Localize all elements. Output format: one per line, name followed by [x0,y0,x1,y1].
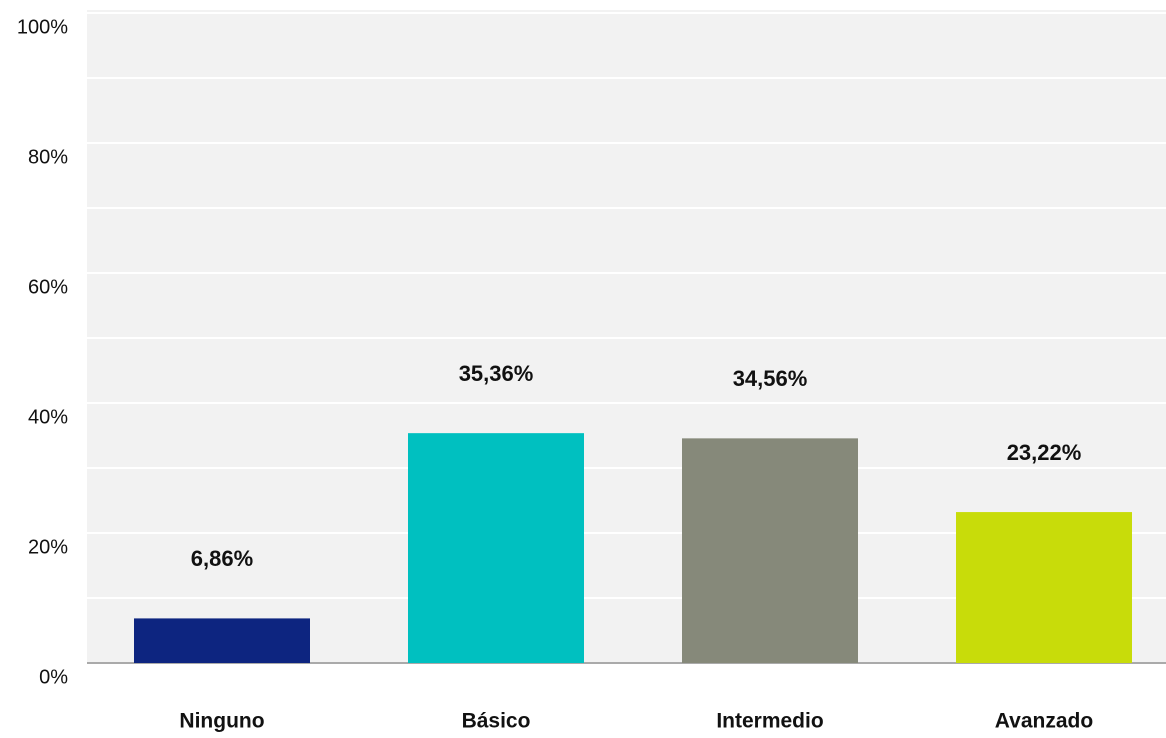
x-tick-label: Intermedio [716,710,823,733]
bar [956,512,1132,663]
y-tick-label: 80% [28,146,68,168]
value-label: 6,86% [191,546,253,571]
y-tick-label: 40% [28,406,68,428]
value-label: 23,22% [1007,440,1082,465]
value-label: 35,36% [459,361,534,386]
x-tick-label: Ninguno [179,710,264,733]
x-tick-label: Avanzado [995,710,1093,733]
y-tick-label: 60% [28,276,68,298]
bar [408,433,584,663]
value-label: 34,56% [733,366,808,391]
bar [134,618,310,663]
x-tick-label: Básico [462,710,531,733]
y-tick-label: 100% [17,16,68,38]
y-tick-label: 0% [39,666,68,688]
y-tick-label: 20% [28,536,68,558]
bar [682,438,858,663]
